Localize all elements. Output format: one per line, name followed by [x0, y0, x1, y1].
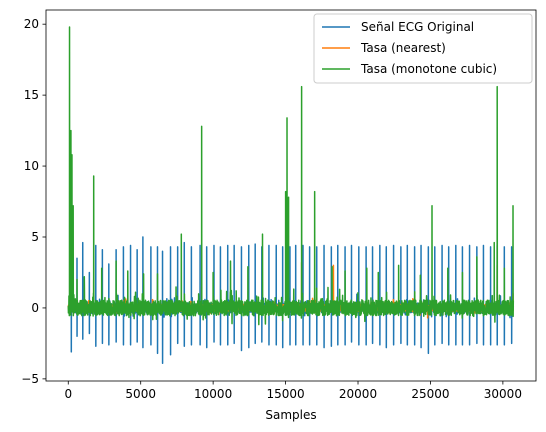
legend: Señal ECG Original Tasa (nearest) Tasa (mo…: [313, 13, 533, 84]
legend-box: [313, 13, 533, 84]
x-tick-label: 20000: [339, 387, 377, 401]
legend-label: Tasa (nearest): [360, 41, 446, 55]
y-tick-label: 0: [31, 301, 39, 315]
y-tick-label: 15: [24, 88, 39, 102]
series-layer: [67, 26, 515, 365]
x-tick-label: 25000: [411, 387, 449, 401]
x-tick-label: 0: [64, 387, 72, 401]
legend-label: Señal ECG Original: [361, 20, 474, 34]
y-axis: −5 0 5 10 15 20: [21, 17, 46, 386]
x-tick-label: 5000: [125, 387, 156, 401]
x-tick-label: 15000: [266, 387, 304, 401]
x-tick-label: 10000: [194, 387, 232, 401]
y-tick-label: 20: [24, 17, 39, 31]
x-axis-label: Samples: [265, 408, 316, 422]
series-line-3: [67, 26, 515, 326]
y-tick-label: 10: [24, 159, 39, 173]
x-axis: 0 5000 10000 15000 20000 25000 30000: [64, 381, 522, 401]
y-tick-label: −5: [21, 372, 39, 386]
y-tick-label: 5: [31, 230, 39, 244]
plot-frame: [45, 9, 537, 382]
x-tick-label: 30000: [484, 387, 522, 401]
legend-label: Tasa (monotone cubic): [360, 62, 497, 76]
